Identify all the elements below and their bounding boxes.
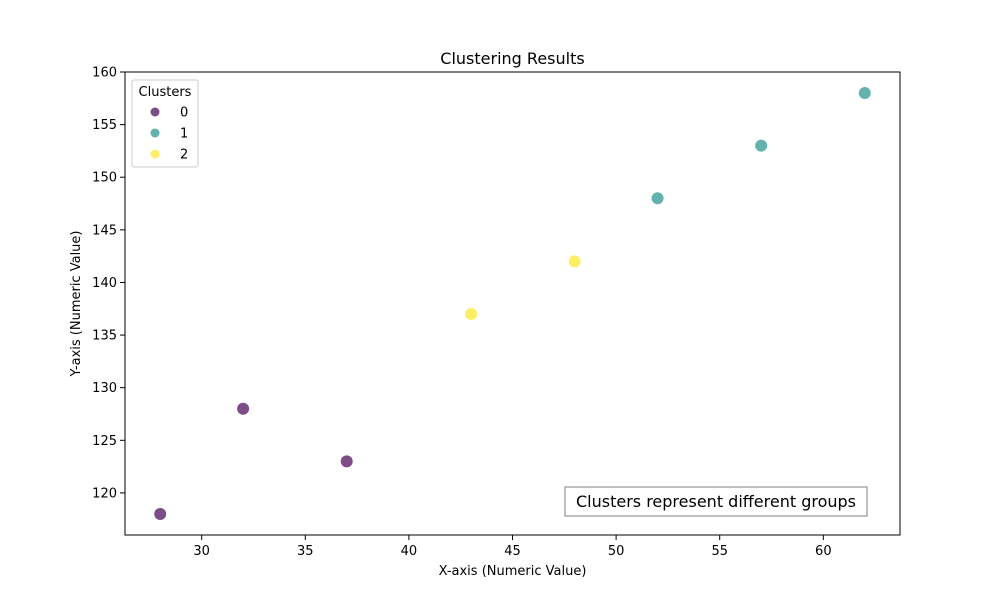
annotation-frame: [564, 486, 868, 517]
x-tick-label: 30: [193, 544, 210, 559]
data-point-cluster-2: [568, 255, 581, 268]
data-point-cluster-1: [651, 192, 664, 205]
data-points: [154, 87, 871, 520]
x-axis: 30 35 40 45 50 55 60: [193, 535, 832, 559]
x-tick-label: 50: [608, 544, 625, 559]
y-tick-label: 145: [92, 223, 117, 238]
x-tick-label: 60: [815, 544, 832, 559]
data-point-cluster-0: [340, 455, 353, 468]
data-point-cluster-1: [858, 87, 871, 100]
x-tick-label: 55: [711, 544, 728, 559]
legend-title: Clusters: [139, 85, 192, 100]
x-tick-label: 40: [401, 544, 418, 559]
legend-marker-0: [150, 107, 160, 117]
legend-marker-1: [150, 128, 160, 138]
legend-box: [131, 79, 199, 168]
data-point-cluster-0: [154, 507, 167, 520]
x-tick-label: 35: [297, 544, 314, 559]
data-point-cluster-0: [237, 402, 250, 415]
legend-label: 1: [180, 127, 188, 142]
y-tick-label: 135: [92, 329, 117, 344]
plot-area: [124, 71, 901, 536]
y-tick-label: 150: [92, 171, 117, 186]
y-tick-label: 160: [92, 66, 117, 81]
x-tick-label: 45: [504, 544, 521, 559]
x-axis-label: X-axis (Numeric Value): [439, 564, 587, 579]
y-tick-label: 125: [92, 434, 117, 449]
legend-marker-2: [150, 149, 160, 159]
chart-title: Clustering Results: [440, 49, 584, 68]
y-tick-label: 155: [92, 118, 117, 133]
data-point-cluster-1: [755, 139, 768, 152]
y-axis: 120 125 130 135 140 145 150 155 160: [92, 66, 125, 501]
legend: Clusters 0 1 2: [131, 79, 199, 168]
y-tick-label: 130: [92, 381, 117, 396]
y-tick-label: 120: [92, 486, 117, 501]
legend-label: 2: [180, 148, 188, 163]
y-axis-label: Y-axis (Numeric Value): [69, 231, 84, 378]
annotation-box: Clusters represent different groups: [564, 486, 868, 517]
legend-label: 0: [180, 106, 188, 121]
annotation-text: Clusters represent different groups: [576, 492, 856, 511]
data-point-cluster-2: [465, 308, 478, 321]
y-tick-label: 140: [92, 276, 117, 291]
